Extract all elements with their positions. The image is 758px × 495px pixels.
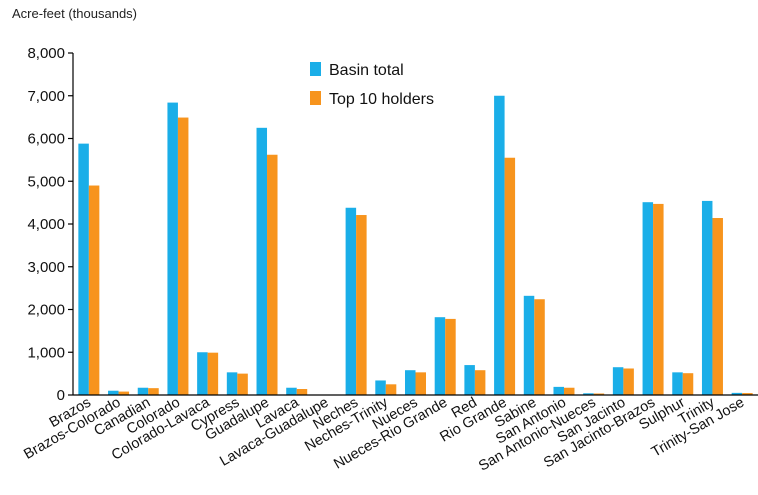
bar-top-10-holders [742,393,753,395]
bar-basin-total [405,370,416,395]
bar-top-10-holders [385,384,397,395]
bar-top-10-holders [207,352,219,395]
y-tick-label: 5,000 [27,173,65,190]
legend-swatch [310,91,321,105]
bar-basin-total [345,207,357,395]
bar-basin-total [494,95,505,395]
x-axis: BrazosBrazos-ColoradoCanadianColoradoCol… [21,394,758,475]
bar-basin-total [226,372,238,395]
bar-basin-total [701,200,713,395]
bar-basin-total [78,143,89,395]
y-axis: 0 1,000 2,000 3,000 4,000 5,000 6,000 7,000 8,00… [27,45,74,404]
bar-top-10-holders [296,389,308,395]
bar-basin-total [583,393,594,395]
y-tick-label: 4,000 [27,216,65,233]
bar-basin-total [434,317,446,395]
legend-label: Basin total [329,62,404,79]
bar-basin-total [137,387,149,395]
bar-top-10-holders [237,373,248,395]
legend: Basin total Top 10 holders [310,62,434,108]
bar-top-10-holders [415,372,426,395]
bar-top-10-holders [682,373,694,395]
y-tick-label: 6,000 [27,131,65,148]
bar-basin-total [642,202,654,395]
y-tick-label: 1,000 [27,344,65,361]
bar-basin-total [731,392,743,395]
bar-top-10-holders [148,388,159,395]
bar-top-10-holders [593,393,605,395]
bar-top-10-holders [504,157,516,395]
y-tick-label: 0 [57,387,65,404]
bars-group [78,95,753,396]
bar-basin-total [612,367,624,395]
bar-top-10-holders [118,391,130,395]
y-tick-label: 7,000 [27,88,65,105]
bar-top-10-holders [712,218,723,395]
bar-top-10-holders [267,154,278,395]
y-tick-label: 3,000 [27,259,65,276]
legend-swatch [310,62,321,76]
bar-top-10-holders [534,299,545,395]
bar-basin-total [256,127,268,395]
bar-top-10-holders [563,387,575,395]
bar-basin-total [108,390,119,395]
bar-basin-total [523,295,535,395]
bar-top-10-holders [653,203,664,395]
bar-basin-total [286,387,297,395]
y-tick-label: 8,000 [27,45,65,62]
y-axis-title: Acre-feet (thousands) [12,6,138,21]
bar-top-10-holders [445,318,456,395]
bar-top-10-holders [623,368,634,395]
bar-top-10-holders [356,215,367,395]
bar-top-10-holders [177,117,189,396]
bar-basin-total [553,386,564,395]
bar-top-10-holders [88,185,100,395]
bar-basin-total [375,380,386,395]
bar-basin-total [464,365,475,395]
y-tick-label: 2,000 [27,302,65,319]
bar-basin-total [197,352,208,395]
bar-basin-total [672,372,683,395]
bar-basin-total [167,102,178,395]
bar-top-10-holders [474,370,486,395]
legend-label: Top 10 holders [329,91,434,108]
